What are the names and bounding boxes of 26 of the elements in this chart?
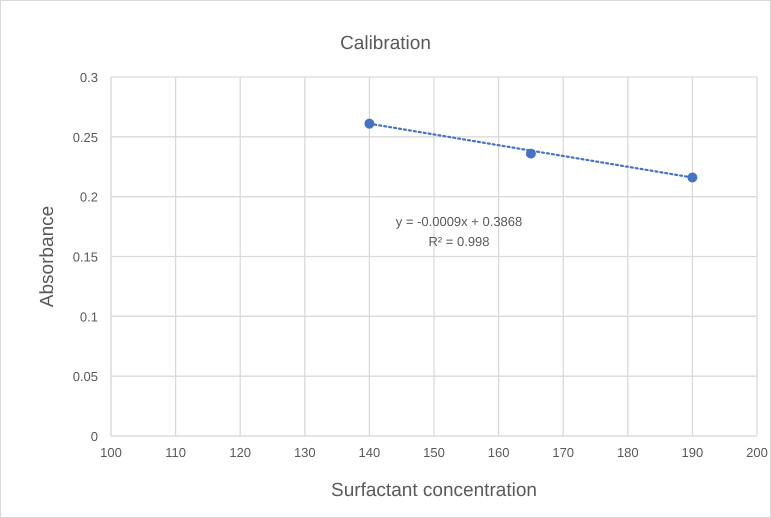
x-axis-title: Surfactant concentration: [331, 480, 537, 501]
chart-title: Calibration: [340, 33, 431, 54]
annotation: R² = 0.998: [428, 234, 490, 249]
x-tick-label: 110: [165, 445, 186, 460]
x-tick-label: 120: [229, 445, 252, 460]
x-tick-label: 170: [552, 445, 574, 460]
y-tick-label: 0.1: [80, 309, 98, 324]
annotation: y = -0.0009x + 0.3868: [396, 214, 522, 229]
x-tick-label: 160: [488, 445, 510, 460]
x-tick-label: 130: [294, 445, 316, 460]
x-tick-label: 200: [746, 445, 768, 460]
y-tick-label: 0.3: [80, 70, 98, 85]
point: [364, 118, 374, 129]
x-tick-label: 190: [682, 445, 704, 460]
y-tick-label: 0.25: [72, 130, 98, 145]
y-tick-label: 0.05: [72, 369, 98, 384]
y-tick-label: 0.2: [80, 190, 98, 205]
y-tick-label: 0.15: [72, 250, 98, 264]
x-tick-label: 140: [358, 445, 380, 460]
point: [526, 148, 536, 159]
y-axis-title: Absorbance: [37, 206, 58, 308]
x-tick-label: 100: [100, 445, 122, 460]
y-tick-label: 0: [90, 429, 98, 444]
x-tick-label: 150: [423, 445, 445, 460]
point: [687, 172, 698, 183]
x-tick-label: 180: [616, 445, 639, 460]
